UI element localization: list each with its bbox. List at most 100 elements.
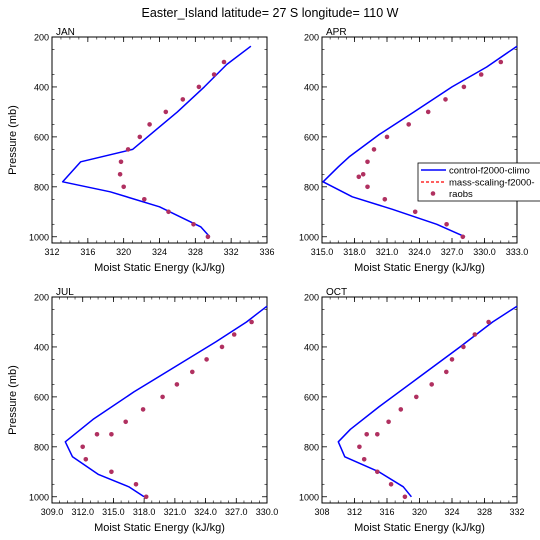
raobs-point [364,432,370,437]
raobs-point [133,482,139,487]
x-tick-label: 316 [379,507,394,517]
y-tick-label: 200 [34,293,49,303]
raobs-point [478,72,484,77]
y-tick-label: 400 [34,82,49,92]
y-tick-label: 600 [34,392,49,402]
raobs-point [449,357,455,362]
raobs-point [365,184,370,190]
legend-control-label: control-f2000-climo [449,166,530,177]
x-tick-label: 321.0 [164,507,187,517]
raobs-point [219,344,225,350]
x-axis-label: Moist Static Energy (kJ/kg) [94,522,225,534]
raobs-point [371,147,377,152]
raobs-point [384,134,390,140]
raobs-point [361,457,367,462]
x-tick-label: 332 [224,247,239,257]
raobs-point [472,332,478,337]
raobs-point [375,432,380,437]
raobs-point [137,134,143,140]
raobs-point [249,319,254,325]
x-tick-label: 333.0 [506,247,529,257]
y-axis-label: Pressure (mb) [7,105,19,175]
raobs-point [486,319,491,325]
panel-oct: OCT 308 312 316 320 324 328 332 200 400 600 800 1000… [299,287,525,534]
raobs-point [125,147,131,152]
y-tick-label: 600 [304,392,319,402]
y-tick-label: 800 [34,182,49,192]
x-tick-label: 324 [152,247,167,257]
raobs-point [196,84,202,90]
raobs-point [461,84,467,90]
raobs-point [388,482,394,487]
x-tick-label: 315.0 [311,247,334,257]
y-tick-label: 800 [304,182,319,192]
raobs-point [117,172,123,177]
x-tick-label: 336 [259,247,274,257]
raobs-point [429,382,435,387]
plot-frame [321,296,518,504]
y-tick-label: 800 [304,442,319,452]
x-tick-label: 320 [116,247,131,257]
raobs-point [163,109,169,115]
raobs-point [109,432,114,437]
raobs-point [118,159,124,165]
panel-apr: APR 315.0 318.0 321.0 324.0 327.0 330.0 333.0 20… [299,27,528,274]
raobs-point [142,197,147,202]
y-tick-label: 400 [304,82,319,92]
raobs-point [365,159,370,165]
panel-label: OCT [326,287,347,298]
raobs-point [143,494,149,500]
raobs-point [109,469,114,475]
x-axis-label: Moist Static Energy (kJ/kg) [94,262,225,274]
x-tick-label: 309.0 [41,507,64,517]
y-tick-label: 1000 [29,232,49,242]
raobs-point [221,59,227,65]
raobs-point [461,344,466,350]
raobs-point [80,444,85,450]
raobs-point [205,234,211,240]
x-tick-label: 321.0 [376,247,399,257]
raobs-point [443,97,448,102]
panel-jan: JAN 312 316 320 324 328 332 336 200 400 600 800 1000… [7,27,275,274]
y-tick-label: 200 [304,293,319,303]
raobs-point [498,59,504,65]
legend-raobs-marker [430,191,436,196]
plot-frame [51,296,268,504]
x-tick-label: 324.0 [408,247,431,257]
raobs-point [412,209,418,215]
raobs-point [231,332,237,337]
y-tick-label: 200 [304,33,319,43]
raobs-point [444,222,449,227]
y-tick-label: 400 [304,342,319,352]
x-tick-label: 324.0 [194,507,217,517]
y-tick-label: 1000 [299,232,319,242]
x-tick-label: 318.0 [133,507,156,517]
raobs-point [211,72,217,77]
y-tick-label: 1000 [29,492,49,502]
raobs-point [147,122,152,127]
raobs-point [83,457,89,462]
plot-frame [321,36,518,244]
x-tick-label: 328 [188,247,203,257]
control-line [64,305,268,498]
x-tick-label: 312 [347,507,362,517]
raobs-point [356,174,362,180]
legend: control-f2000-climo mass-scaling-f2000- … [417,162,540,202]
panels: JAN 312 316 320 324 328 332 336 200 400 600 800 1000… [7,27,528,534]
raobs-point [382,197,388,202]
x-tick-label: 315.0 [102,507,125,517]
y-tick-label: 800 [34,442,49,452]
raobs-point [123,419,128,425]
plot-frame [51,36,268,244]
raobs-point [375,469,380,475]
panel-jul: JUL 309.0 312.0 315.0 318.0 321.0 324.0 327.0 33… [7,287,278,534]
x-tick-label: 327.0 [225,507,248,517]
x-tick-label: 330.0 [256,507,279,517]
raobs-point [190,369,195,375]
raobs-point [444,369,449,375]
x-tick-label: 332 [509,507,524,517]
legend-mass-scaling-label: mass-scaling-f2000- [449,178,535,189]
x-tick-label: 318.0 [343,247,366,257]
raobs-point [460,234,466,240]
